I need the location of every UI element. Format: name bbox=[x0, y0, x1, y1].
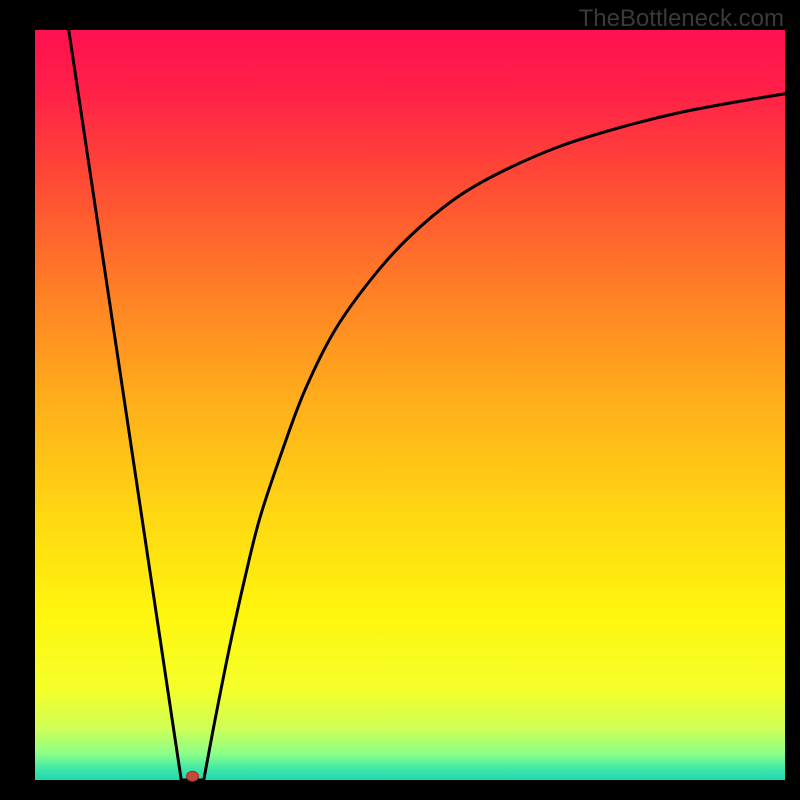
chart-canvas: TheBottleneck.com bbox=[0, 0, 800, 800]
bottleneck-curve bbox=[69, 30, 785, 780]
curve-layer bbox=[35, 30, 785, 780]
watermark-text: TheBottleneck.com bbox=[579, 5, 784, 33]
plot-area bbox=[35, 30, 785, 780]
optimal-point-marker bbox=[187, 771, 199, 781]
